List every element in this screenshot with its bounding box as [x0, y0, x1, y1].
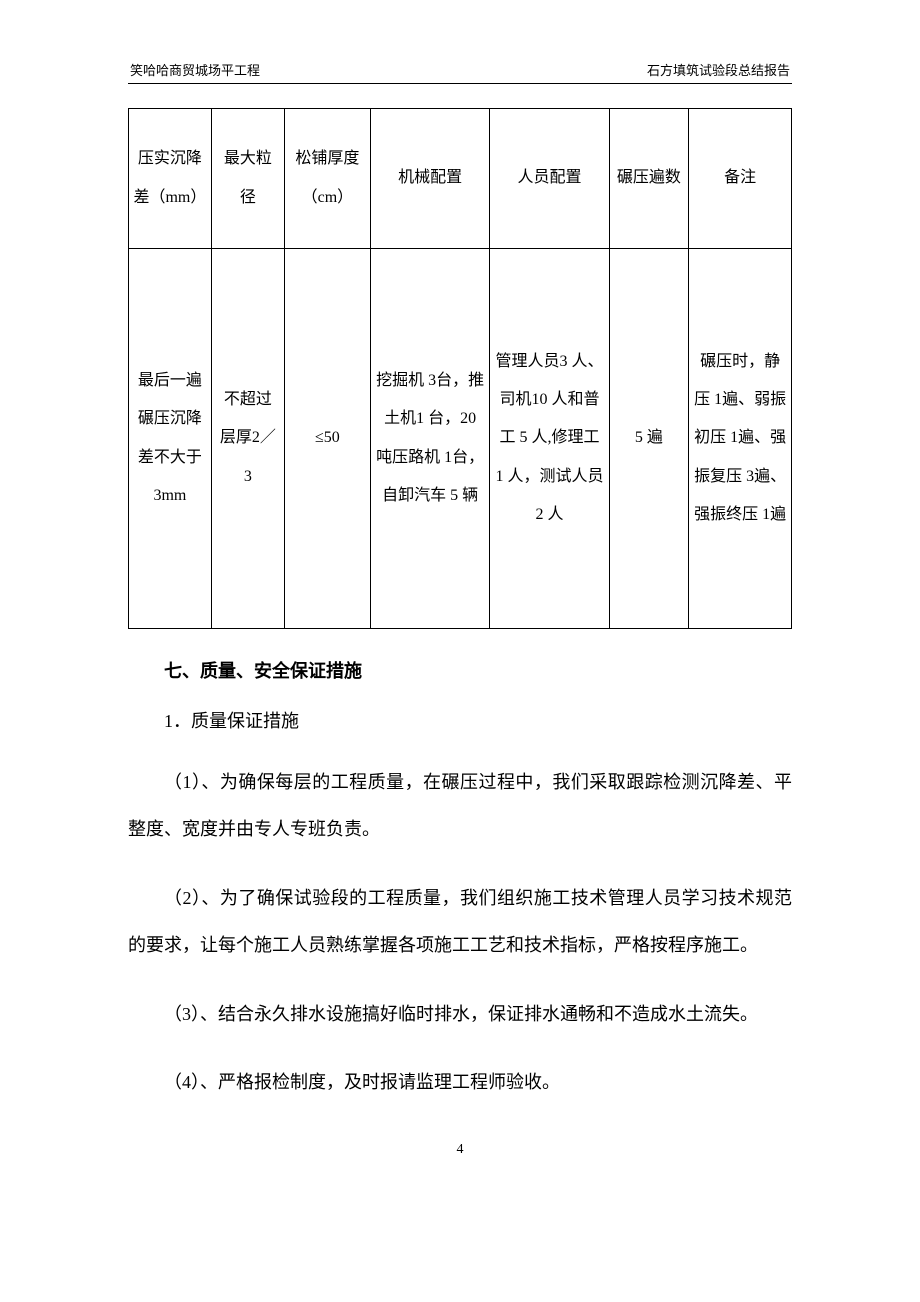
- body-paragraph: （4）、严格报检制度，及时报请监理工程师验收。: [128, 1059, 792, 1106]
- table-header-cell: 人员配置: [490, 109, 609, 249]
- table-header-cell: 最大粒径: [211, 109, 284, 249]
- table-cell: 5 遍: [609, 249, 689, 629]
- body-paragraph: （1）、为确保每层的工程质量，在碾压过程中，我们采取跟踪检测沉降差、平整度、宽度…: [128, 759, 792, 853]
- table-header-cell: 松铺厚度（cm）: [284, 109, 370, 249]
- table-cell: 管理人员3 人、司机10 人和普工 5 人,修理工 1 人，测试人员2 人: [490, 249, 609, 629]
- header-left: 笑哈哈商贸城场平工程: [130, 60, 260, 79]
- header-right: 石方填筑试验段总结报告: [647, 60, 790, 79]
- table-cell: 挖掘机 3台，推土机1 台，20 吨压路机 1台，自卸汽车 5 辆: [370, 249, 489, 629]
- table-header-cell: 备注: [689, 109, 792, 249]
- table-header-cell: 碾压遍数: [609, 109, 689, 249]
- body-paragraph: （3）、结合永久排水设施搞好临时排水，保证排水通畅和不造成水土流失。: [128, 991, 792, 1038]
- table-cell: 不超过层厚2／3: [211, 249, 284, 629]
- table-header-row: 压实沉降差（mm） 最大粒径 松铺厚度（cm） 机械配置 人员配置 碾压遍数 备…: [129, 109, 792, 249]
- table-header-cell: 机械配置: [370, 109, 489, 249]
- table-cell: 最后一遍碾压沉降差不大于3mm: [129, 249, 212, 629]
- table-cell: 碾压时，静压 1遍、弱振初压 1遍、强振复压 3遍、强振终压 1遍: [689, 249, 792, 629]
- table-cell: ≤50: [284, 249, 370, 629]
- page-number: 4: [128, 1142, 792, 1158]
- body-paragraph: （2）、为了确保试验段的工程质量，我们组织施工技术管理人员学习技术规范的要求，让…: [128, 875, 792, 969]
- table-header-cell: 压实沉降差（mm）: [129, 109, 212, 249]
- section-title: 七、质量、安全保证措施: [128, 657, 792, 683]
- header-divider: [128, 83, 792, 84]
- document-header: 笑哈哈商贸城场平工程 石方填筑试验段总结报告: [128, 60, 792, 79]
- data-table: 压实沉降差（mm） 最大粒径 松铺厚度（cm） 机械配置 人员配置 碾压遍数 备…: [128, 108, 792, 629]
- table-row: 最后一遍碾压沉降差不大于3mm 不超过层厚2／3 ≤50 挖掘机 3台，推土机1…: [129, 249, 792, 629]
- section-subtitle: 1．质量保证措施: [128, 705, 792, 737]
